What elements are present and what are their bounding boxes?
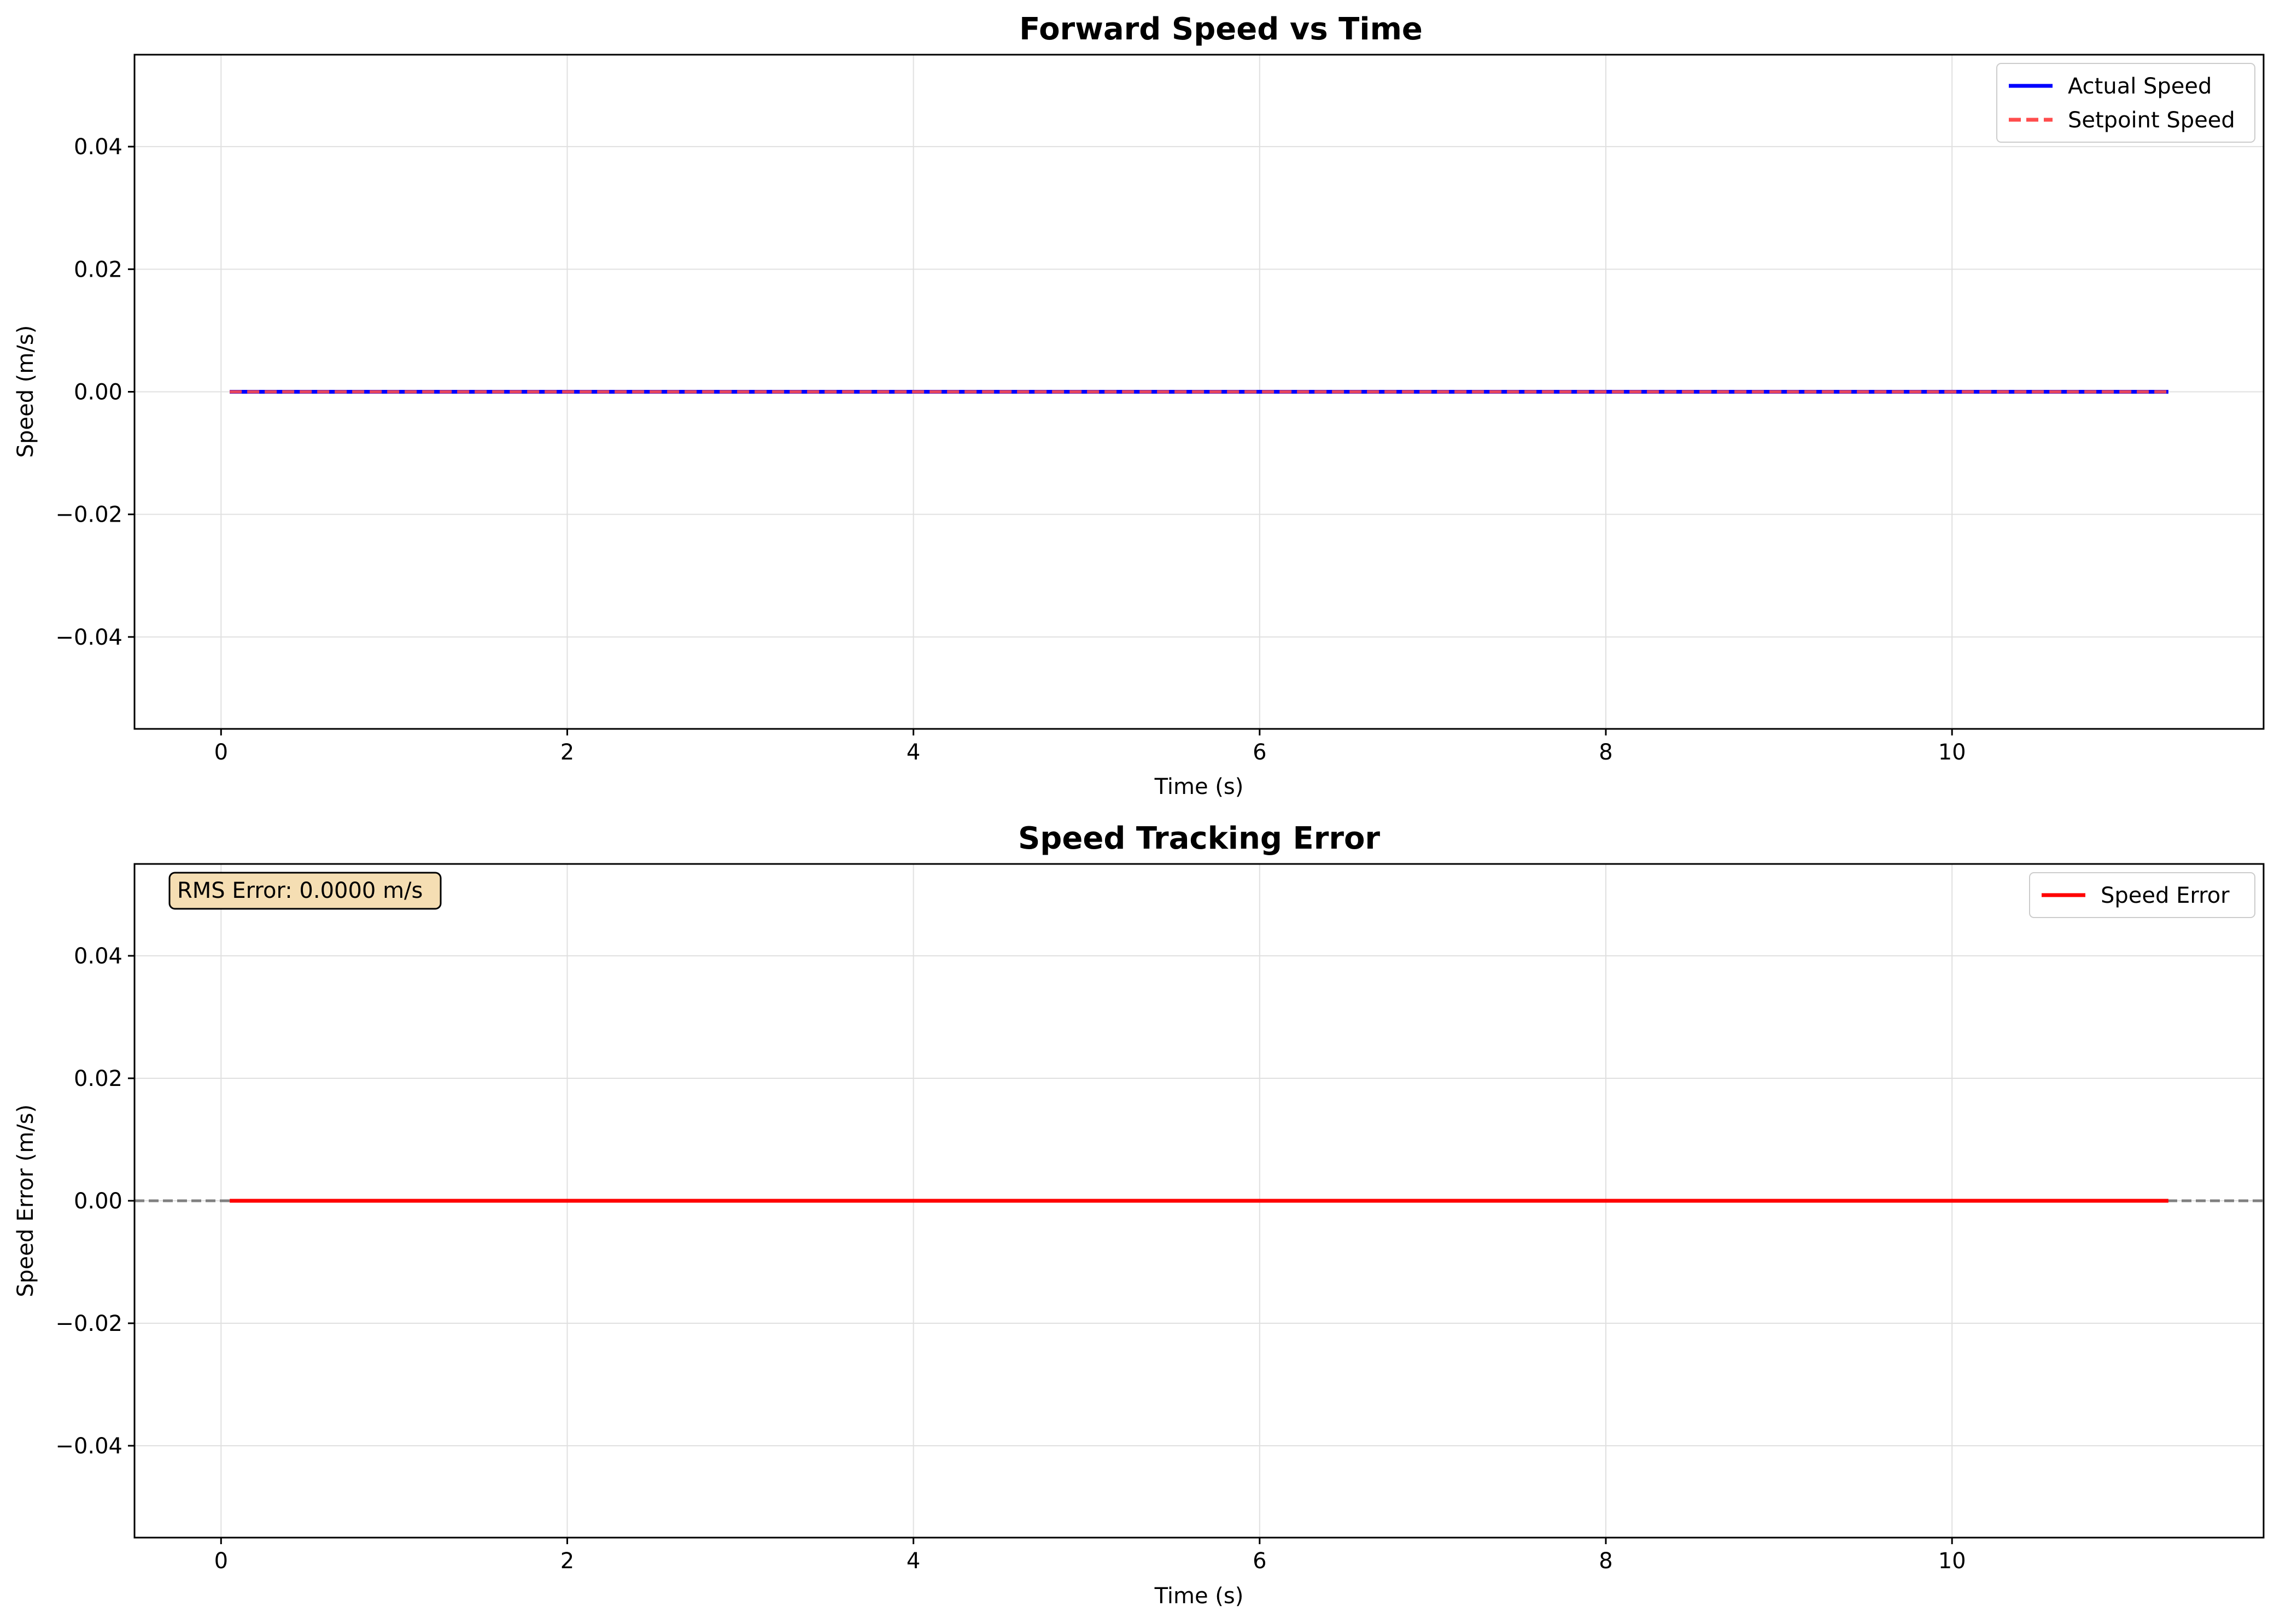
speed-plot-legend-label: Setpoint Speed <box>2068 108 2235 133</box>
error-plot-x-tick-label: 2 <box>560 1549 574 1574</box>
error-plot-y-tick-label: −0.02 <box>55 1311 122 1336</box>
error-plot-x-tick-label: 6 <box>1253 1549 1266 1574</box>
speed-plot-x-tick-label: 8 <box>1599 740 1612 765</box>
error-plot-legend-box <box>2029 872 2255 918</box>
error-plot-rms-annotation: RMS Error: 0.0000 m/s <box>168 872 442 910</box>
error-plot: Speed Tracking Error Time (s) Speed Erro… <box>13 821 2265 1609</box>
speed-plot: Forward Speed vs Time Time (s) Speed (m/… <box>13 11 2265 799</box>
speed-plot-title: Forward Speed vs Time <box>1019 11 1423 47</box>
error-plot-x-tick-label: 4 <box>907 1549 920 1574</box>
speed-plot-y-axis-label: Speed (m/s) <box>13 325 38 458</box>
error-plot-legend-label: Speed Error <box>2101 883 2230 908</box>
speed-plot-legend-box <box>1996 63 2255 143</box>
speed-plot-y-tick-label: 0.04 <box>74 135 122 160</box>
speed-plot-x-tick-label: 6 <box>1253 740 1266 765</box>
speed-plot-y-tick-label: 0.00 <box>74 380 122 405</box>
error-plot-x-tick-label: 10 <box>1938 1549 1966 1574</box>
speed-plot-x-axis-label: Time (s) <box>1154 774 1244 799</box>
speed-plot-x-tick-label: 0 <box>214 740 228 765</box>
speed-plot-x-tick-label: 10 <box>1938 740 1966 765</box>
error-plot-x-tick-label: 0 <box>214 1549 228 1574</box>
speed-plot-x-tick-label: 2 <box>560 740 574 765</box>
speed-plot-y-tick-label: −0.04 <box>55 625 122 650</box>
error-plot-x-axis-label: Time (s) <box>1154 1584 1244 1609</box>
error-plot-x-tick-label: 8 <box>1599 1549 1612 1574</box>
error-plot-y-tick-label: −0.04 <box>55 1434 122 1459</box>
error-plot-y-axis-label: Speed Error (m/s) <box>13 1105 38 1298</box>
error-plot-title: Speed Tracking Error <box>1018 821 1380 856</box>
speed-plot-legend: Actual Speed Setpoint Speed <box>1996 63 2255 143</box>
error-plot-y-tick-label: 0.00 <box>74 1189 122 1214</box>
speed-plot-legend-label: Actual Speed <box>2068 74 2212 99</box>
speed-plot-x-tick-label: 4 <box>907 740 920 765</box>
error-plot-rms-annotation-box <box>168 872 442 910</box>
speed-plot-y-tick-label: 0.02 <box>74 257 122 282</box>
speed-plot-y-tick-label: −0.02 <box>55 503 122 528</box>
error-plot-y-tick-label: 0.02 <box>74 1066 122 1091</box>
error-plot-rms-annotation-text: RMS Error: 0.0000 m/s <box>177 878 423 903</box>
error-plot-y-tick-label: 0.04 <box>74 944 122 969</box>
error-plot-legend: Speed Error <box>2029 872 2255 918</box>
